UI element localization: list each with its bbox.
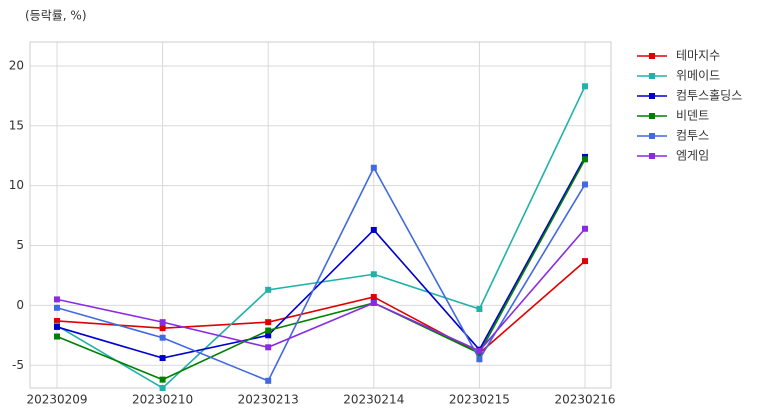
x-tick-label: 20230210 [132,393,193,407]
point [476,347,483,354]
legend-label: 비덴트 [676,109,709,123]
point [582,225,588,232]
point [582,156,588,163]
point [54,296,60,303]
point [582,83,588,90]
point [54,323,60,330]
x-tick-label: 20230214 [343,393,404,407]
point [370,271,377,278]
point [265,327,272,334]
series-line [56,228,586,352]
legend-marker [649,53,655,59]
legend-marker [649,133,655,139]
point [476,305,483,312]
x-tick-label: 20230215 [449,393,510,407]
legend-label: 테마지수 [676,49,720,63]
plot-frame [29,41,612,389]
y-tick-label: 0 [16,298,24,312]
point [159,355,166,362]
point [265,344,272,351]
legend-label: 컴투스홀딩스 [676,89,742,103]
legend-marker [649,73,655,79]
point [265,286,272,293]
series-line [56,85,586,388]
y-tick-label: 5 [16,238,24,252]
point [370,294,377,301]
legend-marker [649,93,655,99]
point [265,377,272,384]
y-tick-label: -5 [12,358,24,372]
chart-title: (등락률, %) [25,9,87,23]
y-tick-label: 15 [9,118,24,132]
legend-marker [649,113,655,119]
point [265,319,272,326]
legend-label: 컴투스 [676,129,709,143]
legend-label: 위메이드 [676,69,720,83]
point [582,181,588,188]
point [370,226,377,233]
point [370,164,377,171]
legend-marker [649,153,655,159]
y-tick-label: 20 [9,58,24,72]
x-tick-label: 20230213 [238,393,299,407]
point [159,334,166,341]
y-tick-label: 10 [9,178,24,192]
point [476,356,483,363]
point [54,333,60,340]
point [159,376,166,383]
point [370,299,377,306]
series-line [56,156,586,359]
point [159,385,166,391]
point [159,325,166,332]
point [265,332,272,339]
legend-label: 엠게임 [676,149,709,163]
x-tick-label: 20230209 [26,393,87,407]
series-line [56,165,586,382]
series-line [56,260,586,355]
point [159,319,166,326]
point [54,317,60,324]
point [54,304,60,311]
point [582,258,588,265]
x-tick-label: 20230216 [554,393,615,407]
series-line [56,158,586,381]
